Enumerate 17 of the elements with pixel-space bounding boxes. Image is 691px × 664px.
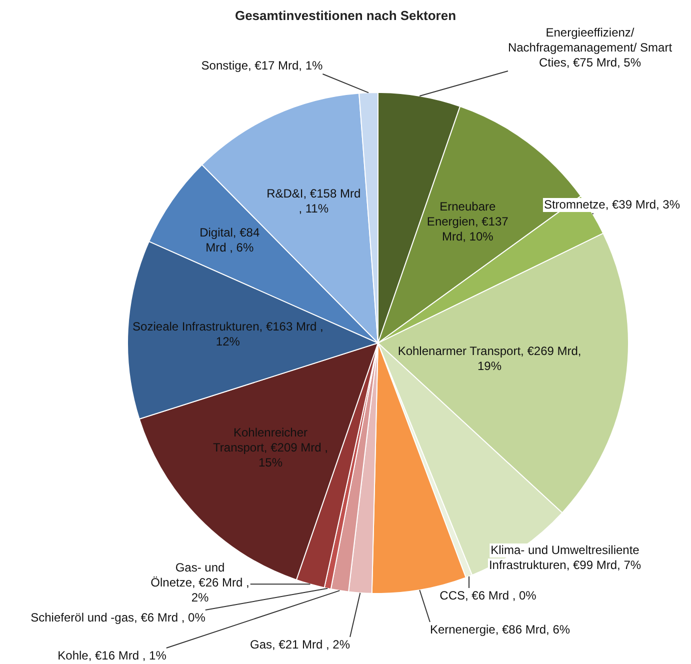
slice-label: Erneubare Energien, €137 Mrd, 10% (426, 200, 509, 244)
slice-label: Kernenergie, €86 Mrd, 6% (430, 622, 570, 636)
slice-label: Schieferöl und -gas, €6 Mrd , 0% (30, 610, 206, 624)
slice-label: Kohlenreicher Transport, €209 Mrd , 15% (213, 425, 328, 470)
slice-label: Gas- und Ölnetze, €26 Mrd , 2% (150, 560, 250, 604)
slice-label: Stromnetze, €39 Mrd, 3% (544, 197, 680, 212)
slice-label: Kohle, €16 Mrd , 1% (58, 648, 167, 662)
slice-label: Sonstige, €17 Mrd, 1% (201, 58, 324, 72)
slice-label: Digital, €84 Mrd , 6% (200, 225, 260, 254)
slice-label: Sozieale Infrastrukturen, €163 Mrd , 12% (132, 320, 324, 349)
slice-label: CCS, €6 Mrd , 0% (440, 588, 537, 602)
slice-label: Klima- und Umweltresiliente Infrastrukturen, €99 Mrd, 7% (488, 542, 642, 572)
chart-title: Gesamtinvestitionen nach Sektoren (234, 8, 458, 23)
slice-label: Energieeffizienz/ Nachfragemanagement/ Smart Cties, €75 Mrd, 5% (508, 25, 673, 70)
slice-label: Kohlenarmer Transport, €269 Mrd, 19% (398, 344, 582, 374)
slice-label: Gas, €21 Mrd , 2% (250, 637, 350, 652)
slice-label: R&D&I, €158 Mrd , 11% (266, 186, 361, 216)
